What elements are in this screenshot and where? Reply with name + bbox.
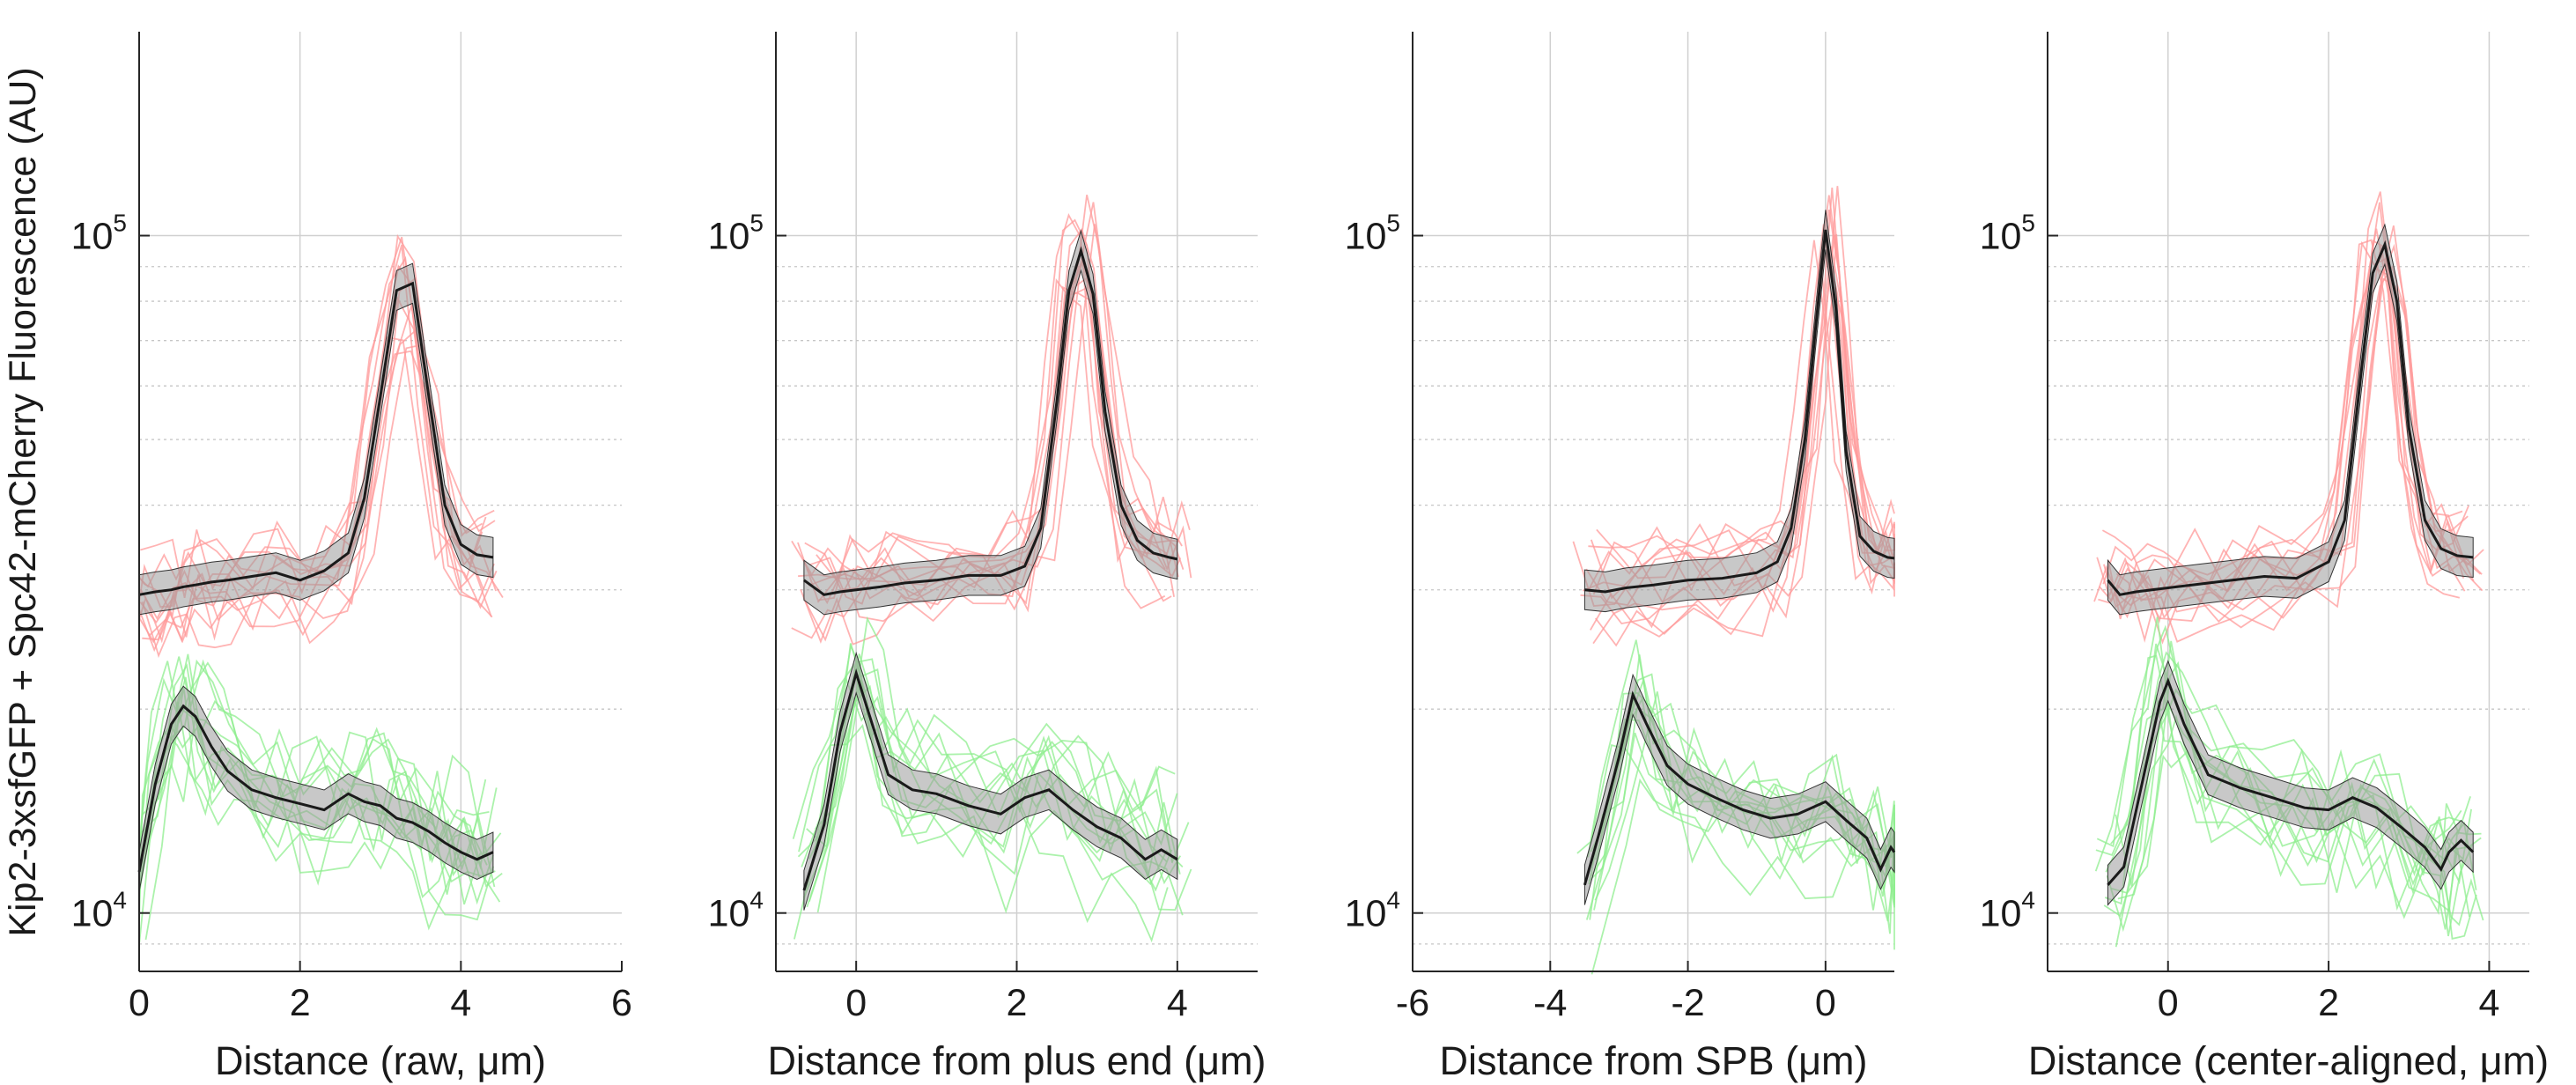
x-tick-label: 6 [611,982,632,1024]
confidence-band-1 [138,262,494,616]
confidence-band-1 [803,229,1178,616]
panel-4: 0 2 4 104 105 Distance (center-aligned, μm) [1980,32,2549,1083]
x-tick-label: 2 [290,982,311,1024]
spc42-trace [801,662,1176,867]
x-tick-label: -4 [1533,982,1567,1024]
x-tick-label: 0 [1815,982,1836,1024]
x-tick-label: 4 [2478,982,2499,1024]
spc42-trace [138,730,488,902]
mean-line-1 [2107,240,2474,596]
confidence-band-2 [1583,673,1895,905]
y-tick-label: 104 [71,887,127,935]
x-tick-label: -6 [1396,982,1429,1024]
spc42-trace [2096,616,2463,877]
mean-line-1 [803,246,1178,596]
kip2-trace [1594,233,1895,647]
kip2-trace [1588,209,1895,558]
spc42-trace [2105,651,2472,885]
y-tick-label: 104 [1980,887,2035,935]
y-tick-label: 105 [71,210,127,258]
chart-panels: 0 2 4 6 104 105 Distance (raw, μm) 0 2 4 104 105 Dis… [71,32,2549,1083]
y-tick-label: 105 [708,210,764,258]
spc42-trace [815,616,1190,864]
kip2-trace [808,277,1183,605]
panel-1: 0 2 4 6 104 105 Distance (raw, μm) [71,32,632,1083]
kip2-trace [1590,188,1895,600]
y-tick-label: 104 [1345,887,1400,935]
kip2-trace [2114,265,2482,624]
x-tick-label: 4 [1167,982,1188,1024]
y-tick-label: 104 [708,887,764,935]
x-tick-label: 4 [450,982,471,1024]
mean-line-2 [2107,677,2475,886]
x-axis-label: Distance from plus end (μm) [767,1038,1266,1083]
y-tick-label: 105 [1980,210,2035,258]
x-axis-label: Distance (center-aligned, μm) [2028,1038,2549,1083]
mean-line-2 [137,704,494,873]
kip2-trace [138,304,493,653]
x-axis-label: Distance (raw, μm) [215,1038,546,1083]
x-tick-label: 2 [2318,982,2339,1024]
confidence-band-2 [803,651,1178,911]
kip2-trace [816,202,1191,582]
spc42-trace [145,656,502,857]
panel-3: -6 -4 -2 0 104 105 Distance from SPB (μm) [1345,32,1896,1083]
mean-line-2 [802,668,1178,891]
y-tick-label: 105 [1345,210,1400,258]
x-tick-label: 0 [2158,982,2179,1024]
confidence-band-1 [2107,223,2474,616]
x-tick-label: 0 [845,982,867,1024]
spc42-trace [1591,778,1895,975]
x-tick-label: -2 [1671,982,1704,1024]
spc42-trace [2103,694,2470,930]
panel-2: 0 2 4 104 105 Distance from plus end (μm) [708,32,1266,1083]
confidence-band-2 [138,685,494,892]
y-axis-label: Kip2-3xsfGFP + Spc42-mCherry Fluorescenc… [2,67,44,936]
x-tick-label: 2 [1007,982,1028,1024]
x-tick-label: 0 [129,982,150,1024]
mean-line-2 [1583,690,1896,886]
x-axis-label: Distance from SPB (μm) [1439,1038,1867,1083]
spc42-trace [144,701,501,941]
spc42-trace [2094,643,2462,895]
confidence-band-2 [2107,660,2474,906]
mean-line-1 [1584,229,1895,594]
mean-line-1 [138,281,494,596]
